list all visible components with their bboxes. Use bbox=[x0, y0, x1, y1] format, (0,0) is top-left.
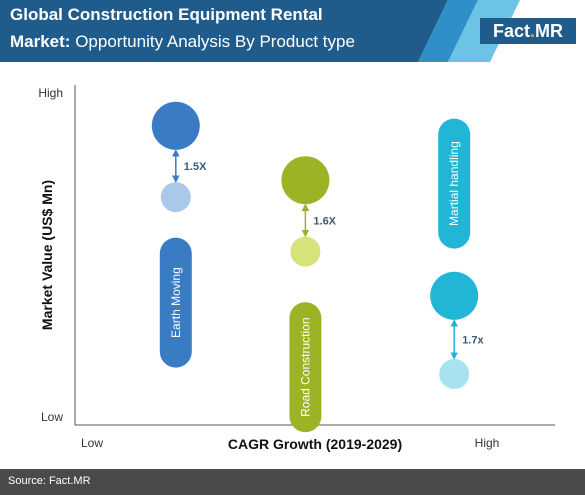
bubble-future-road-construction bbox=[290, 236, 321, 267]
brand-logo-part2: MR bbox=[535, 21, 564, 41]
y-axis-title: Market Value (US$ Mn) bbox=[39, 180, 55, 330]
brand-logo-dot: . bbox=[530, 21, 536, 41]
growth-multiplier-earth-moving: 1.5X bbox=[184, 161, 207, 173]
x-tick-label-low: Low bbox=[81, 436, 103, 450]
brand-logo-part1: Fact bbox=[492, 21, 530, 41]
growth-multiplier-martial-handling: 1.7x bbox=[462, 334, 484, 346]
segment-label-road-construction: Road Construction bbox=[298, 318, 312, 417]
bubble-future-earth-moving bbox=[160, 182, 191, 213]
source-note: Source: Fact.MR bbox=[8, 475, 91, 487]
y-tick-label-low: Low bbox=[41, 410, 63, 424]
x-tick-label-high: High bbox=[475, 436, 500, 450]
growth-multiplier-road-construction: 1.6X bbox=[313, 215, 336, 227]
segment-label-martial-handling: Martial handling bbox=[447, 141, 461, 226]
bubble-current-earth-moving bbox=[151, 101, 200, 150]
footer-bar: Source: Fact.MR bbox=[0, 469, 585, 495]
header-banner: Global Construction Equipment Rental Mar… bbox=[0, 0, 585, 62]
bubble-future-martial-handling bbox=[439, 359, 470, 389]
bubble-current-martial-handling bbox=[430, 271, 479, 320]
segment-label-earth-moving: Earth Moving bbox=[169, 267, 183, 338]
chart-subtitle: Opportunity Analysis By Product type bbox=[75, 32, 355, 51]
chart-title-line2: Market: Opportunity Analysis By Product … bbox=[10, 32, 355, 52]
chart-title-line1: Global Construction Equipment Rental bbox=[10, 5, 323, 24]
brand-logo: Fact.MR bbox=[480, 18, 576, 44]
segment-pill-road-construction bbox=[289, 302, 322, 433]
segment-pill-martial-handling bbox=[438, 118, 471, 249]
y-tick-label-high: High bbox=[38, 86, 63, 100]
title-market-label: Market: bbox=[10, 32, 71, 51]
segment-pill-earth-moving bbox=[159, 237, 192, 368]
bubble-chart: High Low Low High CAGR Growth (2019-2029) Mar… bbox=[38, 85, 555, 452]
header-background bbox=[0, 0, 520, 62]
bubble-current-road-construction bbox=[281, 156, 330, 205]
x-axis-title: CAGR Growth (2019-2029) bbox=[228, 436, 402, 452]
